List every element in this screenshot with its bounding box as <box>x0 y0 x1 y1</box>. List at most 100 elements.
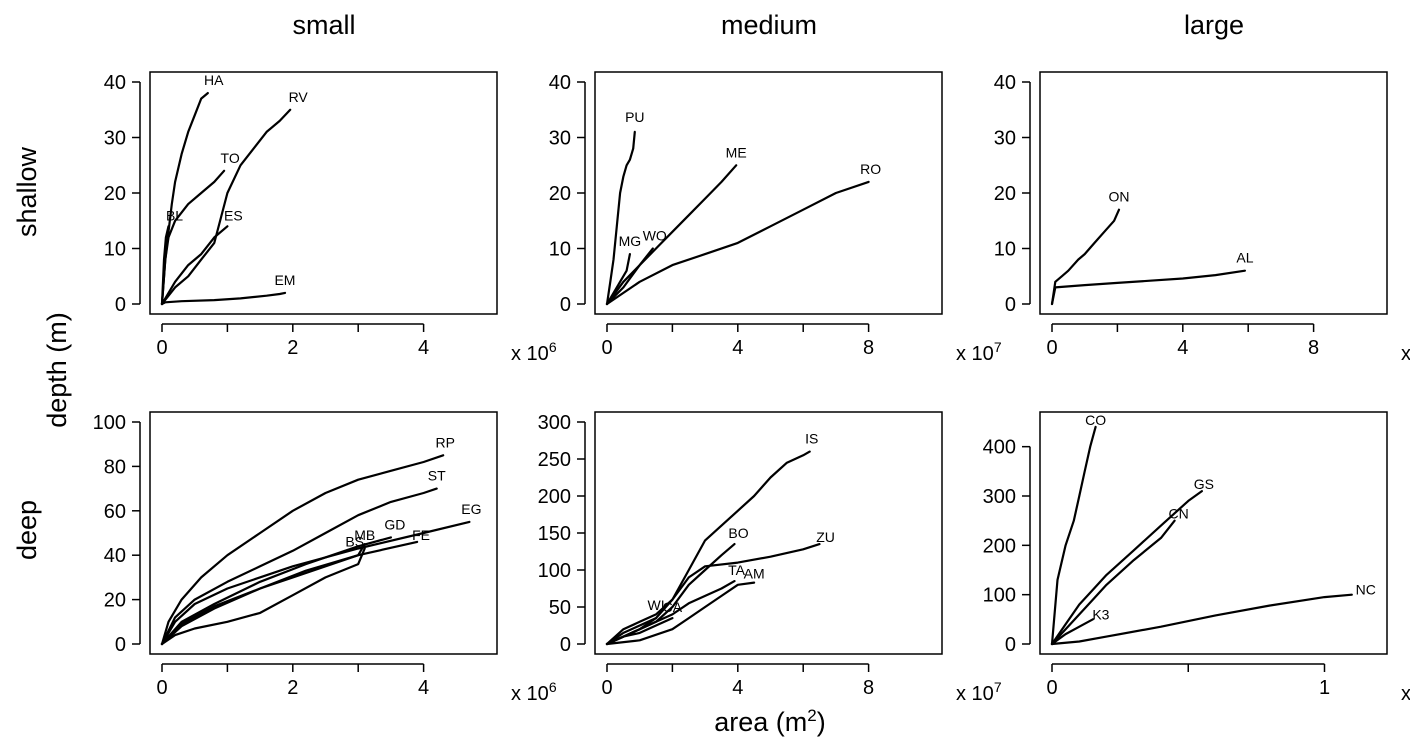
y-tick-label: 20 <box>104 183 126 205</box>
series-label-bs: BS <box>345 534 364 550</box>
y-axis: 0 10 20 30 40 <box>994 72 1031 316</box>
y-tick-label: 10 <box>549 239 571 261</box>
y-tick-label: 80 <box>104 456 126 478</box>
series-line-am <box>605 581 756 646</box>
series-line-is <box>605 450 811 646</box>
y-tick-label: 200 <box>983 535 1016 557</box>
panel-2: 0 4 8 x 108 0 10 20 30 40 ON AL <box>994 71 1410 365</box>
x-tick-label: 8 <box>863 677 874 699</box>
row-label-shallow: shallow <box>12 146 42 237</box>
column-header-medium: medium <box>721 10 817 40</box>
y-tick-label: 150 <box>538 523 571 545</box>
series-line-st <box>160 487 438 646</box>
y-tick-label: 40 <box>104 72 126 94</box>
x-axis: 0 4 8 <box>601 323 874 359</box>
y-axis-label: depth (m) <box>42 312 72 428</box>
y-axis: 0 10 20 30 40 <box>104 72 141 316</box>
series-line-fe <box>160 540 419 646</box>
series-label-on: ON <box>1109 189 1130 205</box>
x-tick-label: 2 <box>287 677 298 699</box>
x-tick-label: 0 <box>156 677 167 699</box>
series-line-co <box>1050 425 1097 646</box>
series-line-ha <box>160 91 209 306</box>
series-label-gd: GD <box>384 516 405 532</box>
series-line-ta <box>605 579 736 646</box>
series-label-em: EM <box>274 272 295 288</box>
y-tick-label: 250 <box>538 449 571 471</box>
y-tick-label: 30 <box>994 128 1016 150</box>
x-tick-label: 0 <box>601 337 612 359</box>
series-label-nc: NC <box>1356 582 1376 598</box>
x-tick-label: 4 <box>732 337 743 359</box>
y-tick-label: 400 <box>983 437 1016 459</box>
y-tick-label: 20 <box>104 590 126 612</box>
x-tick-label: 0 <box>1046 677 1057 699</box>
series-label-rv: RV <box>289 89 309 105</box>
series-label-gs: GS <box>1194 476 1214 492</box>
series-label-rp: RP <box>435 434 454 450</box>
x-tick-label: 8 <box>863 337 874 359</box>
x-tick-label: 4 <box>418 337 429 359</box>
x-tick-label: 0 <box>1046 337 1057 359</box>
series-line-em <box>160 291 287 306</box>
y-tick-label: 40 <box>549 72 571 94</box>
column-header-small: small <box>292 10 355 40</box>
y-tick-label: 0 <box>1005 294 1016 316</box>
series-line-bl <box>160 225 170 306</box>
panel-frame <box>594 71 943 315</box>
y-tick-label: 10 <box>104 239 126 261</box>
series-label-wo: WO <box>643 228 667 244</box>
x-axis: 0 2 4 <box>156 663 429 699</box>
x-tick-label: 4 <box>418 677 429 699</box>
series-label-to: TO <box>221 150 240 166</box>
x-axis-label: area (m2) <box>714 706 826 737</box>
series-line-es <box>160 225 229 306</box>
y-tick-label: 0 <box>560 634 571 656</box>
series-label-am: AM <box>744 566 765 582</box>
series-line-zu <box>605 542 821 646</box>
x-tick-label: 4 <box>1177 337 1188 359</box>
panel-5: 01x 1090100200300400COGSCNK3NC <box>983 411 1410 705</box>
column-header-large: large <box>1184 10 1244 40</box>
series-label-fe: FE <box>412 527 430 543</box>
series-line-wo <box>605 247 654 306</box>
series-label-mg: MG <box>619 233 642 249</box>
series-label-cn: CN <box>1169 506 1189 522</box>
row-label-deep: deep <box>12 500 42 560</box>
x-multiplier-label: x 107 <box>956 339 1002 365</box>
x-axis: 0 4 8 <box>601 663 874 699</box>
y-tick-label: 0 <box>560 294 571 316</box>
series-label-bl: BL <box>166 207 183 223</box>
series-line-eg <box>160 520 471 646</box>
x-multiplier-label: x 109 <box>1401 679 1410 705</box>
y-tick-label: 20 <box>549 183 571 205</box>
series-label-al: AL <box>1236 250 1253 266</box>
series-label-wi: WI <box>647 597 664 613</box>
series-label-es: ES <box>224 207 243 223</box>
series-line-k3 <box>1050 618 1095 646</box>
x-tick-label: 4 <box>732 677 743 699</box>
series-line-pu <box>605 130 636 306</box>
series-label-ha: HA <box>204 72 224 88</box>
panel-frame <box>1039 411 1388 655</box>
series-label-zu: ZU <box>816 529 835 545</box>
panel-0: 0 2 4 x 106 0 10 20 30 40 HA RV TO BL ES EM <box>104 71 557 365</box>
y-tick-label: 100 <box>538 560 571 582</box>
series-label-mb: MB <box>354 527 375 543</box>
y-axis: 0 10 20 30 40 <box>549 72 586 316</box>
panel-frame <box>149 411 498 655</box>
series-label-ro: RO <box>860 161 881 177</box>
series-line-bs <box>160 547 366 646</box>
x-tick-label: 1 <box>1319 677 1330 699</box>
series-line-me <box>605 164 738 306</box>
series-line-rv <box>160 108 292 306</box>
y-tick-label: 100 <box>983 585 1016 607</box>
series-line-to <box>160 169 226 306</box>
series-line-cn <box>1050 519 1176 646</box>
y-tick-label: 30 <box>549 128 571 150</box>
y-tick-label: 200 <box>538 486 571 508</box>
x-tick-label: 0 <box>601 677 612 699</box>
x-multiplier-label: x 106 <box>511 679 557 705</box>
